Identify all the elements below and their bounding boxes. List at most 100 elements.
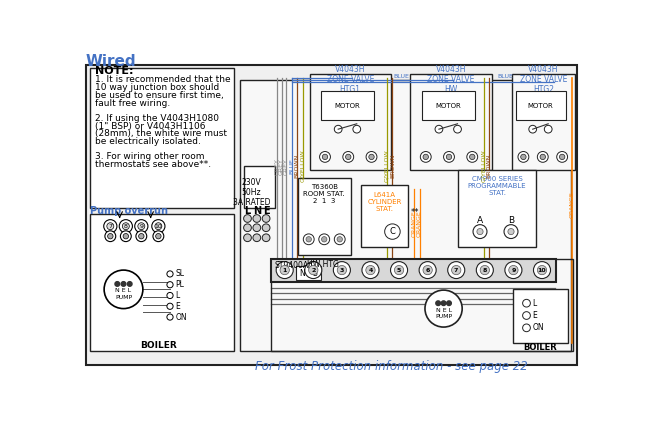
Circle shape [556,151,567,162]
Circle shape [167,314,173,320]
Text: C: C [389,227,395,236]
Circle shape [505,262,522,279]
Text: 7: 7 [454,268,459,273]
Circle shape [366,265,375,275]
Circle shape [322,237,327,242]
Text: 2: 2 [311,268,316,273]
Circle shape [395,265,404,275]
Circle shape [320,151,331,162]
Text: thermostats see above**.: thermostats see above**. [95,160,211,169]
Text: 9: 9 [511,268,516,273]
Text: ON: ON [175,313,187,322]
Text: A: A [477,216,483,225]
Text: G/YELLOW: G/YELLOW [384,150,389,182]
Circle shape [135,220,148,233]
Text: S: S [313,269,317,278]
Circle shape [123,233,129,239]
Circle shape [107,233,113,239]
Text: L: L [175,291,180,300]
Circle shape [138,233,144,239]
Circle shape [280,265,289,275]
Text: GREY: GREY [279,158,284,175]
Text: N: N [299,269,305,278]
Text: 6: 6 [426,268,430,273]
Circle shape [467,151,477,162]
Circle shape [253,234,261,242]
Text: V4043H
ZONE VALVE
HW: V4043H ZONE VALVE HW [427,65,475,94]
Text: 3: 3 [340,268,344,273]
Circle shape [441,301,446,306]
Circle shape [529,125,536,133]
Bar [309,74,391,170]
Bar [512,289,568,343]
Circle shape [343,151,354,162]
Circle shape [480,265,490,275]
Circle shape [152,220,165,233]
Circle shape [538,265,547,275]
Circle shape [534,262,551,279]
Text: 3. For wiring other room: 3. For wiring other room [95,152,204,161]
Circle shape [167,271,173,277]
Circle shape [385,224,400,239]
Text: (28mm), the white wire must: (28mm), the white wire must [95,129,227,138]
Text: 8: 8 [124,224,127,229]
Circle shape [121,281,126,286]
Text: (1" BSP) or V4043H1106: (1" BSP) or V4043H1106 [95,122,205,130]
Circle shape [508,228,514,235]
Circle shape [127,281,132,286]
Circle shape [244,224,252,232]
Text: BLUE: BLUE [393,73,409,78]
Circle shape [334,234,345,245]
Text: ORANGE: ORANGE [411,211,417,237]
Circle shape [262,215,270,222]
Text: BOILER: BOILER [140,341,177,350]
Bar [516,91,566,120]
Text: 7: 7 [108,224,113,229]
Circle shape [345,154,351,160]
Circle shape [454,125,461,133]
Circle shape [156,233,161,239]
Text: T6360B
ROOM STAT.
2  1  3: T6360B ROOM STAT. 2 1 3 [303,184,345,204]
Circle shape [262,234,270,242]
Text: 10: 10 [155,224,162,229]
Bar [362,185,408,247]
Bar [298,178,351,255]
Circle shape [305,262,322,279]
Circle shape [476,262,494,279]
Circle shape [253,224,261,232]
Circle shape [322,154,328,160]
Text: 10 way junction box should: 10 way junction box should [95,83,219,92]
Circle shape [153,231,164,242]
Circle shape [423,154,428,160]
Circle shape [523,324,531,332]
Circle shape [353,125,360,133]
Circle shape [167,303,173,309]
Text: L: L [532,299,537,308]
Bar [90,68,234,208]
Text: 4: 4 [368,268,373,273]
Bar [244,166,274,208]
Text: ORANGE: ORANGE [417,211,422,237]
Text: be electrically isolated.: be electrically isolated. [95,137,201,146]
Circle shape [276,262,293,279]
Circle shape [421,151,431,162]
Text: BLUE: BLUE [498,73,514,78]
Text: PL: PL [175,280,184,289]
Circle shape [448,262,465,279]
Circle shape [253,215,261,222]
Text: Wired: Wired [85,54,136,69]
Circle shape [337,265,347,275]
Text: be used to ensure first time,: be used to ensure first time, [95,91,224,100]
Circle shape [262,224,270,232]
Circle shape [446,301,452,306]
Bar [240,80,571,351]
Text: MOTOR: MOTOR [435,103,461,109]
Text: BROWN: BROWN [294,154,300,179]
Circle shape [477,228,483,235]
Circle shape [155,223,162,230]
Circle shape [366,151,377,162]
Circle shape [540,154,545,160]
Circle shape [319,234,330,245]
Circle shape [444,151,454,162]
Text: N E L: N E L [115,288,131,293]
